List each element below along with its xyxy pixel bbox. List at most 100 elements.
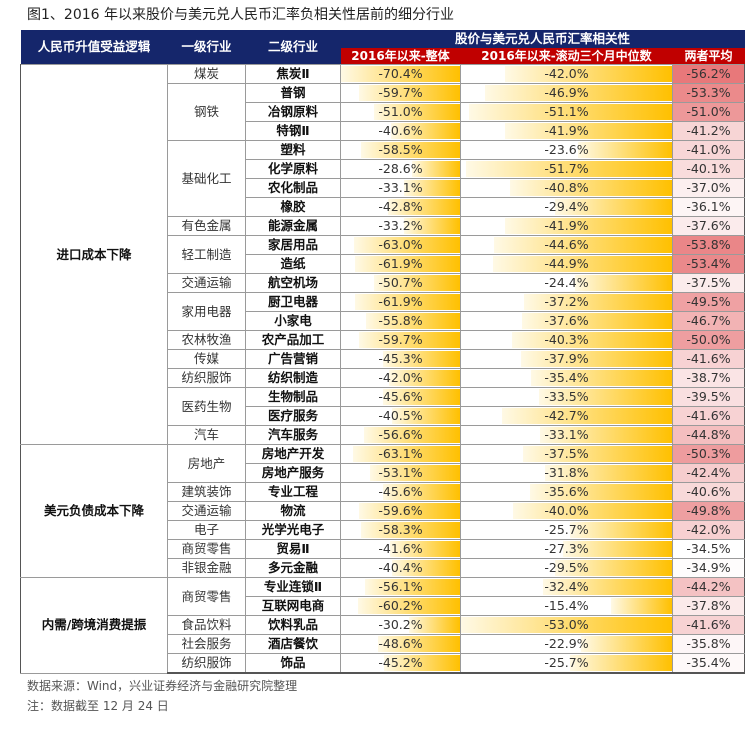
level2-industry: 化学原料 <box>245 159 341 179</box>
value-text: -15.4% <box>544 598 589 613</box>
header-overall: 2016年以来-整体 <box>340 48 461 65</box>
overall-corr-cell: -33.1% <box>340 178 461 198</box>
data-bar <box>387 199 460 215</box>
rolling-corr-cell: -27.3% <box>460 539 673 559</box>
data-bar <box>359 503 460 519</box>
level1-industry: 有色金属 <box>167 216 246 236</box>
value-text: -56.1% <box>378 579 423 594</box>
data-bar <box>358 598 460 614</box>
table-row: 化学原料 -28.6% -51.7% -40.1% <box>21 159 746 179</box>
average-cell: -41.6% <box>671 615 746 635</box>
overall-corr-cell: -59.7% <box>340 83 461 103</box>
data-bar <box>341 66 460 82</box>
data-bar <box>383 351 460 367</box>
data-bar <box>468 104 672 120</box>
average-cell: -41.6% <box>671 349 746 369</box>
table-row: 传媒 广告营销 -45.3% -37.9% -41.6% <box>21 349 746 369</box>
level1-industry: 基础化工 <box>167 140 246 217</box>
value-text: -58.5% <box>378 142 423 157</box>
level2-industry: 汽车服务 <box>245 425 341 445</box>
data-bar <box>540 427 672 443</box>
level2-industry: 房地产开发 <box>245 444 341 464</box>
average-cell: -50.0% <box>671 330 746 350</box>
value-text: -46.9% <box>544 85 589 100</box>
data-note: 注：数据截至 12 月 24 日 <box>27 699 169 713</box>
value-text: -60.2% <box>378 598 423 613</box>
rolling-corr-cell: -51.1% <box>460 102 673 122</box>
level1-industry: 医药生物 <box>167 387 246 426</box>
data-bar <box>580 636 672 652</box>
data-bar <box>505 218 672 234</box>
data-bar <box>494 237 672 253</box>
data-bar <box>466 161 672 177</box>
overall-corr-cell: -50.7% <box>340 273 461 293</box>
data-bar <box>365 313 460 329</box>
overall-corr-cell: -61.9% <box>340 292 461 312</box>
data-bar <box>574 275 672 291</box>
rolling-corr-cell: -42.0% <box>460 64 673 84</box>
value-text: -37.6% <box>544 313 589 328</box>
data-bar <box>511 332 672 348</box>
header-level1: 一级行业 <box>167 30 246 65</box>
rolling-corr-cell: -41.9% <box>460 216 673 236</box>
value-text: -51.0% <box>378 104 423 119</box>
overall-corr-cell: -40.4% <box>340 558 461 578</box>
value-text: -33.5% <box>544 389 589 404</box>
data-bar <box>389 541 460 557</box>
value-text: -37.9% <box>544 351 589 366</box>
value-text: -58.3% <box>378 522 423 537</box>
overall-corr-cell: -61.9% <box>340 254 461 274</box>
value-text: -51.7% <box>544 161 589 176</box>
data-bar <box>391 123 460 139</box>
value-text: -41.6% <box>378 541 423 556</box>
table-row: 美元负债成本下降 房地产 房地产开发 -63.1% -37.5% -50.3% <box>20 444 746 578</box>
overall-corr-cell: -45.6% <box>340 387 461 407</box>
rolling-corr-cell: -40.8% <box>460 178 673 198</box>
table-row: 农化制品 -33.1% -40.8% -37.0% <box>21 178 746 198</box>
data-bar <box>578 142 672 158</box>
value-text: -59.6% <box>378 503 423 518</box>
average-cell: -44.2% <box>671 577 746 597</box>
data-bar <box>505 123 672 139</box>
data-bar <box>355 256 460 272</box>
level1-industry: 电子 <box>167 520 246 540</box>
overall-corr-cell: -58.5% <box>340 140 461 160</box>
correlation-table: 人民币升值受益逻辑 一级行业 二级行业 股价与美元兑人民币汇率相关性 2016年… <box>20 30 746 674</box>
overall-corr-cell: -28.6% <box>340 159 461 179</box>
table-row: 商贸零售 贸易Ⅱ -41.6% -27.3% -34.5% <box>21 539 746 559</box>
value-text: -25.7% <box>544 655 589 670</box>
value-text: -41.9% <box>544 218 589 233</box>
data-bar <box>361 522 460 538</box>
overall-corr-cell: -40.5% <box>340 406 461 426</box>
average-cell: -41.6% <box>671 406 746 426</box>
overall-corr-cell: -30.2% <box>340 615 461 635</box>
level2-industry: 酒店餐饮 <box>245 634 341 654</box>
value-text: -59.7% <box>378 332 423 347</box>
overall-corr-cell: -42.0% <box>340 368 461 388</box>
value-text: -33.1% <box>544 427 589 442</box>
header-level2: 二级行业 <box>245 30 341 65</box>
value-text: -63.1% <box>378 446 423 461</box>
value-text: -31.8% <box>544 465 589 480</box>
data-bar <box>408 617 460 633</box>
level2-industry: 互联网电商 <box>245 596 341 616</box>
data-bar <box>382 389 460 405</box>
data-bar <box>531 370 672 386</box>
header-logic: 人民币升值受益逻辑 <box>20 30 168 65</box>
average-cell: -56.2% <box>671 64 746 84</box>
value-text: -42.0% <box>378 370 423 385</box>
level2-industry: 广告营销 <box>245 349 341 369</box>
level2-industry: 家居用品 <box>245 235 341 255</box>
level1-industry: 纺织服饰 <box>167 368 246 388</box>
rolling-corr-cell: -41.9% <box>460 121 673 141</box>
rolling-corr-cell: -35.4% <box>460 368 673 388</box>
level1-industry: 商贸零售 <box>167 577 246 616</box>
table-row: 互联网电商 -60.2% -15.4% -37.8% <box>21 596 746 616</box>
level1-industry: 建筑装饰 <box>167 482 246 502</box>
average-cell: -46.7% <box>671 311 746 331</box>
rolling-corr-cell: -42.7% <box>460 406 673 426</box>
average-cell: -37.8% <box>671 596 746 616</box>
table-row: 纺织服饰 纺织制造 -42.0% -35.4% -38.7% <box>21 368 746 388</box>
data-bar <box>370 465 460 481</box>
average-cell: -41.0% <box>671 140 746 160</box>
